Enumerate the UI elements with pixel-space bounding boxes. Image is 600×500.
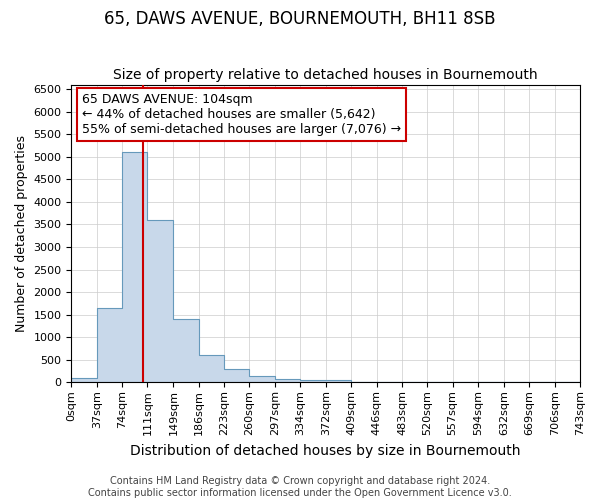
Text: 65 DAWS AVENUE: 104sqm
← 44% of detached houses are smaller (5,642)
55% of semi-: 65 DAWS AVENUE: 104sqm ← 44% of detached…	[82, 94, 401, 136]
Title: Size of property relative to detached houses in Bournemouth: Size of property relative to detached ho…	[113, 68, 538, 82]
Text: 65, DAWS AVENUE, BOURNEMOUTH, BH11 8SB: 65, DAWS AVENUE, BOURNEMOUTH, BH11 8SB	[104, 10, 496, 28]
X-axis label: Distribution of detached houses by size in Bournemouth: Distribution of detached houses by size …	[130, 444, 521, 458]
Y-axis label: Number of detached properties: Number of detached properties	[15, 135, 28, 332]
Text: Contains HM Land Registry data © Crown copyright and database right 2024.
Contai: Contains HM Land Registry data © Crown c…	[88, 476, 512, 498]
